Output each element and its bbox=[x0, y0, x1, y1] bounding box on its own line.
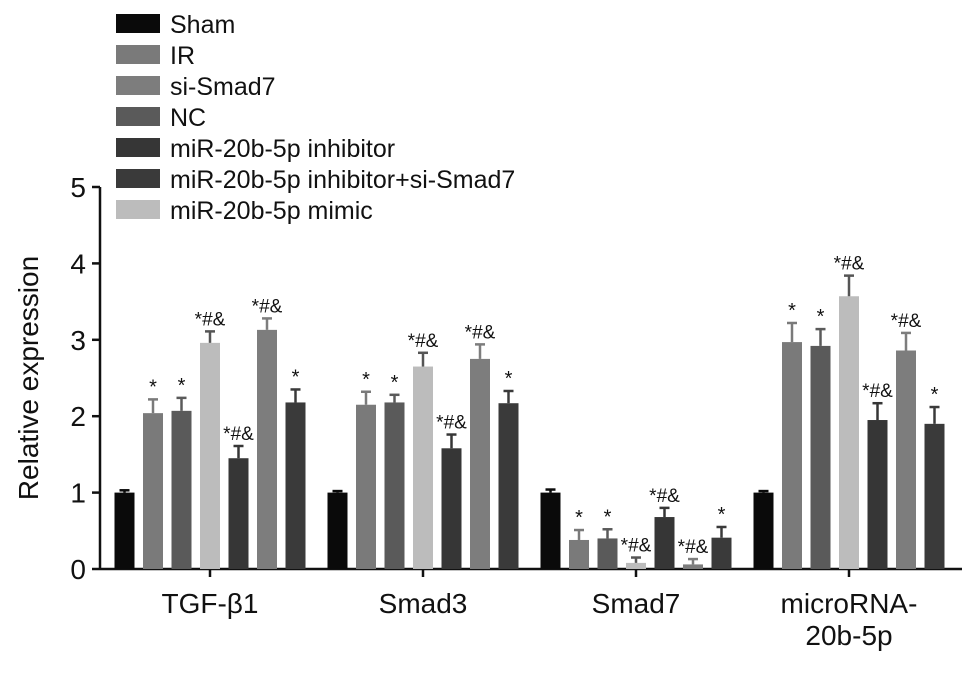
bar bbox=[711, 537, 732, 569]
legend-label: IR bbox=[170, 42, 195, 70]
significance-label: * bbox=[391, 372, 399, 394]
bar bbox=[327, 492, 348, 569]
legend-swatch bbox=[116, 76, 160, 95]
significance-label: *#& bbox=[834, 254, 865, 275]
bar bbox=[753, 492, 774, 569]
legend-label: miR-20b-5p inhibitor bbox=[170, 135, 395, 163]
legend-label: NC bbox=[170, 104, 206, 132]
significance-label: *#& bbox=[649, 486, 680, 507]
significance-label: *#& bbox=[436, 413, 467, 434]
significance-label: *#& bbox=[465, 322, 496, 343]
significance-label: *#& bbox=[223, 424, 254, 445]
bar bbox=[114, 492, 135, 569]
x-tick-label: Smad7 bbox=[592, 588, 681, 619]
legend-swatch bbox=[116, 169, 160, 188]
bar bbox=[867, 420, 888, 569]
significance-label: *#& bbox=[408, 331, 439, 352]
legend-swatch bbox=[116, 107, 160, 126]
significance-label: * bbox=[362, 369, 370, 391]
bar bbox=[356, 404, 376, 569]
significance-label: *#& bbox=[252, 296, 283, 317]
significance-label: * bbox=[788, 300, 796, 322]
bar bbox=[654, 517, 675, 569]
legend-swatch bbox=[116, 138, 160, 157]
bar bbox=[171, 410, 192, 569]
bar bbox=[200, 342, 220, 569]
bar bbox=[441, 448, 462, 569]
bar bbox=[810, 345, 831, 569]
significance-label: * bbox=[505, 368, 513, 390]
legend: Sham IR si-Smad7 NC miR-20b-5p inhibitor miR-… bbox=[116, 11, 515, 225]
bar bbox=[257, 329, 277, 569]
significance-label: *#& bbox=[621, 536, 652, 557]
bar bbox=[839, 296, 859, 569]
bar bbox=[597, 538, 618, 569]
bar bbox=[626, 562, 646, 569]
significance-label: * bbox=[575, 507, 583, 529]
legend-label: si-Smad7 bbox=[170, 73, 276, 101]
significance-label: * bbox=[292, 366, 300, 388]
x-tick-label: Smad3 bbox=[379, 588, 468, 619]
significance-label: * bbox=[931, 384, 939, 406]
bar bbox=[143, 413, 163, 569]
y-axis-label: Relative expression bbox=[13, 256, 44, 500]
bar bbox=[540, 492, 561, 569]
bar bbox=[896, 350, 916, 569]
bar bbox=[228, 458, 249, 569]
bar bbox=[782, 342, 802, 569]
x-tick-label: microRNA- bbox=[781, 588, 918, 619]
legend-label: Sham bbox=[170, 11, 235, 39]
significance-label: *#& bbox=[891, 311, 922, 332]
y-tick-label: 2 bbox=[70, 401, 86, 432]
plot-area: 0 1 2 3 4 5 TGF-β1 * * *#& *#& *#& * Smad3 * * *#& *#& *#&… bbox=[70, 172, 962, 651]
bar bbox=[285, 402, 306, 569]
legend-swatch bbox=[116, 14, 160, 33]
bar bbox=[924, 423, 945, 569]
bar bbox=[683, 564, 703, 569]
x-tick-label: 20b-5p bbox=[805, 620, 892, 651]
legend-swatch bbox=[116, 200, 160, 219]
x-tick-label: TGF-β1 bbox=[162, 588, 259, 619]
significance-label: * bbox=[604, 506, 612, 528]
significance-label: *#& bbox=[862, 381, 893, 402]
bar bbox=[498, 403, 519, 569]
bar bbox=[413, 366, 433, 569]
legend-swatch bbox=[116, 45, 160, 64]
legend-label: miR-20b-5p mimic bbox=[170, 197, 373, 225]
significance-label: *#& bbox=[195, 309, 226, 330]
y-tick-label: 3 bbox=[70, 325, 86, 356]
bar bbox=[470, 358, 490, 569]
y-tick-label: 1 bbox=[70, 478, 86, 509]
bar bbox=[569, 539, 589, 569]
significance-label: * bbox=[178, 375, 186, 397]
y-tick-label: 0 bbox=[70, 554, 86, 585]
bar bbox=[384, 402, 405, 569]
legend-label: miR-20b-5p inhibitor+si-Smad7 bbox=[170, 166, 515, 194]
y-tick-label: 4 bbox=[70, 248, 86, 279]
significance-label: * bbox=[817, 306, 825, 328]
significance-label: * bbox=[718, 504, 726, 526]
significance-label: * bbox=[149, 376, 157, 398]
significance-label: *#& bbox=[678, 537, 709, 558]
y-tick-label: 5 bbox=[70, 172, 86, 203]
